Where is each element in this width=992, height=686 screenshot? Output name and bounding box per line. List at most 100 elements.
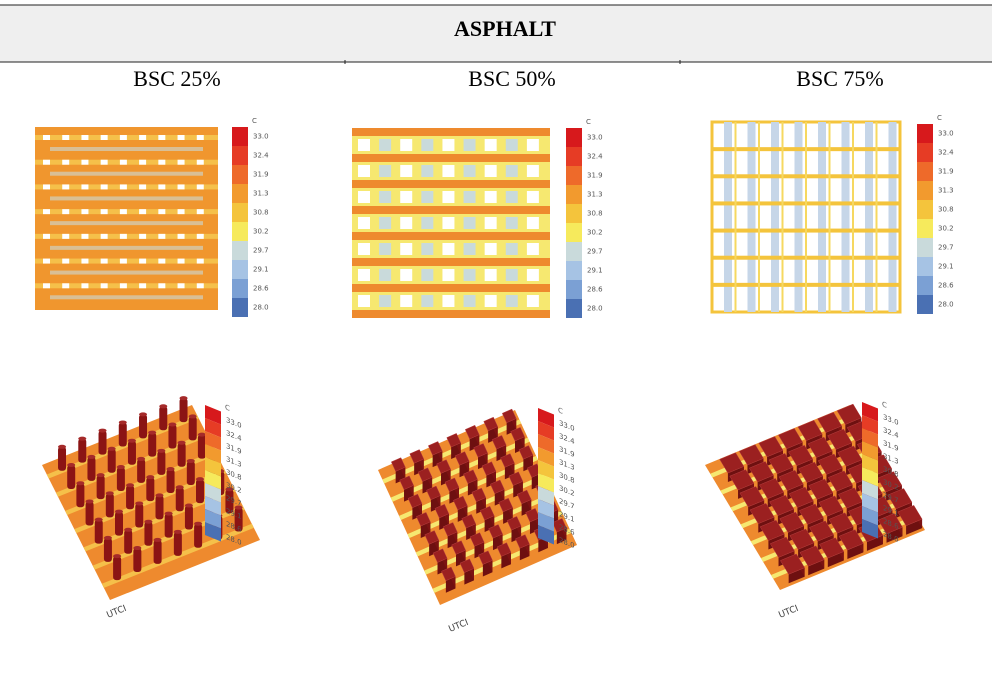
building xyxy=(43,160,50,165)
view-label: UTCI xyxy=(105,604,128,621)
building xyxy=(62,160,69,165)
building xyxy=(154,540,162,564)
street xyxy=(758,122,760,312)
building xyxy=(133,548,141,572)
building xyxy=(124,530,132,554)
building xyxy=(527,269,539,281)
legend-swatch xyxy=(917,295,933,314)
building xyxy=(178,135,185,140)
building xyxy=(157,451,165,475)
legend-label: 31.9 xyxy=(226,441,242,456)
view-label: UTCI xyxy=(447,618,470,635)
building xyxy=(117,467,125,491)
building xyxy=(421,217,433,229)
legend-label: 28.6 xyxy=(587,286,603,294)
legend-swatch xyxy=(232,241,248,260)
legend-label: 31.3 xyxy=(587,191,603,199)
building xyxy=(442,217,454,229)
street xyxy=(852,122,854,312)
building xyxy=(358,139,370,151)
legend-label: 30.8 xyxy=(938,206,954,214)
building-top xyxy=(67,463,75,467)
building xyxy=(126,485,134,509)
building-top xyxy=(137,457,145,461)
legend-swatch xyxy=(232,146,248,165)
legend-swatch xyxy=(566,166,582,185)
building xyxy=(506,165,518,177)
building-top xyxy=(76,481,84,485)
shade xyxy=(50,246,203,250)
legend-label: 31.9 xyxy=(883,438,899,453)
building xyxy=(178,184,185,189)
legend-swatch xyxy=(917,162,933,181)
legend-label: 30.2 xyxy=(587,229,603,237)
building xyxy=(120,234,127,239)
building xyxy=(506,217,518,229)
building xyxy=(178,443,186,467)
building xyxy=(119,422,127,446)
building-top xyxy=(139,412,147,416)
building-top xyxy=(156,493,164,497)
legend-label: 30.8 xyxy=(559,470,575,485)
legend-label: 32.4 xyxy=(226,428,242,443)
legend-label: 29.1 xyxy=(938,263,954,271)
building xyxy=(135,503,143,527)
building xyxy=(120,184,127,189)
building xyxy=(400,165,412,177)
legend-swatch xyxy=(232,203,248,222)
legend-swatch xyxy=(917,276,933,295)
legend-label: 32.4 xyxy=(253,152,269,160)
column-header: BSC 50% xyxy=(468,66,555,91)
building xyxy=(87,457,95,481)
legend-label: 31.3 xyxy=(253,190,269,198)
legend-swatch xyxy=(566,128,582,147)
building xyxy=(43,135,50,140)
ground xyxy=(35,127,218,310)
building xyxy=(197,283,204,288)
building xyxy=(120,283,127,288)
building-top xyxy=(104,536,112,540)
legend-label: 31.9 xyxy=(938,168,954,176)
table-title: ASPHALT xyxy=(454,16,556,41)
building xyxy=(194,524,202,548)
building xyxy=(379,269,391,281)
legend-swatch xyxy=(566,280,582,299)
building xyxy=(174,532,182,556)
legend-swatch xyxy=(917,143,933,162)
building xyxy=(442,165,454,177)
building xyxy=(81,135,88,140)
legend-label: 31.3 xyxy=(938,187,954,195)
building xyxy=(442,139,454,151)
building xyxy=(128,441,136,465)
building xyxy=(485,243,497,255)
view-label: UTCI xyxy=(777,604,800,621)
building xyxy=(106,493,114,517)
building xyxy=(139,135,146,140)
building xyxy=(197,234,204,239)
building xyxy=(120,209,127,214)
legend-label: 31.9 xyxy=(587,172,603,180)
street xyxy=(352,232,550,240)
building-top xyxy=(198,433,206,437)
plan-view xyxy=(35,127,218,310)
building-top xyxy=(108,447,116,451)
street xyxy=(352,128,550,136)
building-top xyxy=(178,441,186,445)
street xyxy=(352,180,550,188)
legend-label: 29.7 xyxy=(559,496,575,511)
building-top xyxy=(95,518,103,522)
building xyxy=(101,209,108,214)
building-top xyxy=(124,528,132,532)
building xyxy=(81,184,88,189)
building-top xyxy=(165,512,173,516)
legend-swatch xyxy=(232,127,248,146)
building xyxy=(527,139,539,151)
building-top xyxy=(167,467,175,471)
legend-label: 33.0 xyxy=(559,418,575,433)
building-top xyxy=(86,499,94,503)
street xyxy=(805,122,807,312)
building xyxy=(113,556,121,580)
building xyxy=(400,243,412,255)
column-header: BSC 75% xyxy=(796,66,883,91)
building xyxy=(178,283,185,288)
